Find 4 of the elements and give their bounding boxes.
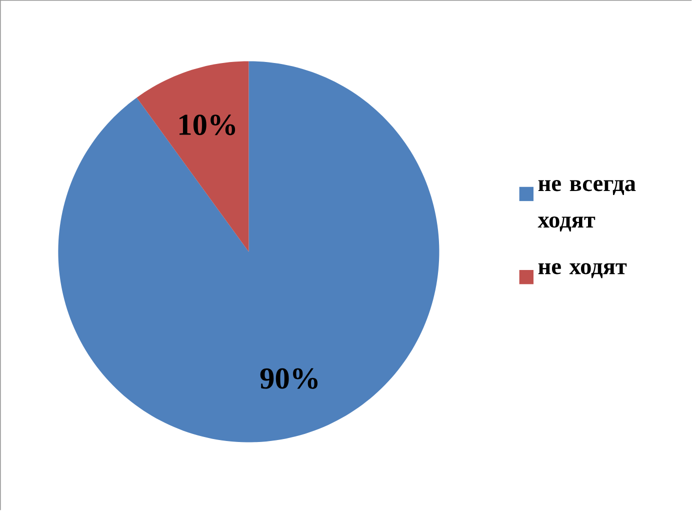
legend-label: не всегда ходят <box>538 180 636 232</box>
data-label: 90% <box>260 368 318 390</box>
data-label: 10% <box>180 114 236 136</box>
legend-label: не ходят <box>538 263 627 278</box>
